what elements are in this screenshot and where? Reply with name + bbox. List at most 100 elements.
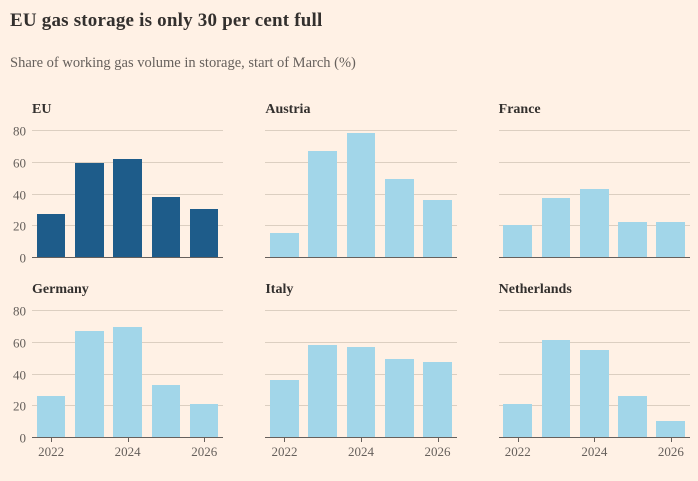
bar-italy-2026	[423, 362, 452, 437]
panel-title-france: France	[498, 102, 541, 117]
plot-france	[498, 125, 690, 258]
y-tick-label-0: 0	[19, 430, 27, 446]
panel-title-germany: Germany	[32, 282, 89, 297]
bar-france-2025	[618, 222, 647, 257]
bar-netherlands-2025	[618, 395, 647, 437]
y-tick-label-60: 60	[13, 155, 26, 171]
panel-body-eu: 0 20 40 60 80	[8, 123, 224, 265]
panel-eu: EU 0 20 40 60 80	[8, 102, 224, 265]
panels-grid: EU 0 20 40 60 80 Austria 020406080France 0204060…	[0, 102, 698, 460]
bar-netherlands-2026	[656, 421, 686, 437]
chart-title: EU gas storage is only 30 per cent full	[10, 10, 323, 31]
bar-netherlands-2023	[541, 340, 571, 437]
bars-germany	[32, 305, 223, 437]
bars-italy	[265, 305, 456, 437]
bar-austria-2023	[308, 150, 338, 257]
gridline-80	[265, 130, 457, 131]
bar-eu-2025	[151, 196, 181, 257]
plot-austria	[265, 125, 457, 258]
bar-italy-2024	[346, 346, 376, 437]
bar-netherlands-2022	[503, 403, 533, 437]
panel-title-eu: EU	[32, 102, 52, 117]
plot-netherlands	[498, 305, 690, 442]
y-tick-label-80: 80	[13, 303, 26, 319]
x-tick-2022	[284, 438, 286, 442]
bar-netherlands-2024	[579, 349, 609, 437]
x-tick-2024	[360, 438, 362, 442]
bars-netherlands	[499, 305, 690, 437]
panel-body-germany: 0 20 40 60 80	[8, 303, 224, 445]
bar-austria-2024	[346, 133, 376, 257]
x-axis-line-germany	[32, 437, 224, 438]
x-tick-label-2026: 2026	[424, 444, 451, 459]
bar-italy-2022	[270, 379, 299, 437]
bar-italy-2025	[384, 359, 414, 437]
panel-germany: Germany 0 20 40 60 80 2022 2024 2026	[8, 282, 224, 460]
bar-eu-2023	[75, 163, 104, 257]
x-axis-labels-italy: 2022 2024 2026	[265, 438, 456, 460]
bar-eu-2026	[189, 209, 219, 257]
panel-title-austria: Austria	[265, 102, 311, 117]
y-tick-label-20: 20	[13, 218, 26, 234]
plot-eu	[32, 125, 224, 258]
bar-eu-2024	[113, 158, 142, 257]
bars-austria	[265, 125, 456, 257]
x-tick-2024	[594, 438, 596, 442]
bars-eu	[32, 125, 223, 257]
bar-austria-2025	[384, 179, 414, 257]
gridline-80	[32, 310, 224, 311]
x-axis-line-eu	[32, 257, 224, 258]
bar-germany-2024	[113, 327, 142, 437]
panel-title-netherlands: Netherlands	[498, 282, 572, 297]
x-axis-line-italy	[265, 437, 457, 438]
x-tick-2026	[204, 438, 206, 442]
gridline-80	[498, 310, 690, 311]
bars-france	[499, 125, 690, 257]
x-tick-2024	[127, 438, 129, 442]
gridline-60	[498, 161, 690, 163]
x-tick-label-2026: 2026	[657, 444, 684, 459]
x-tick-2022	[517, 438, 519, 442]
y-tick-label-20: 20	[13, 398, 26, 414]
x-tick-label-2026: 2026	[191, 444, 218, 459]
gridline-80	[265, 310, 457, 311]
bar-france-2024	[579, 188, 609, 257]
bar-france-2026	[656, 222, 686, 257]
x-axis-labels-netherlands: 2022 2024 2026	[499, 438, 690, 460]
x-tick-label-2024: 2024	[114, 444, 141, 459]
x-tick-2026	[437, 438, 439, 442]
x-axis-line-netherlands	[498, 437, 690, 438]
gridline-60	[265, 341, 457, 343]
x-tick-label-2022: 2022	[504, 444, 531, 459]
x-axis-labels-germany: 2022 2024 2026	[32, 438, 223, 460]
bar-germany-2023	[75, 330, 104, 437]
x-tick-label-2022: 2022	[271, 444, 298, 459]
bar-germany-2022	[36, 395, 66, 437]
panel-title-italy: Italy	[265, 282, 294, 297]
bar-austria-2022	[270, 233, 299, 257]
x-tick-label-2024: 2024	[581, 444, 608, 459]
x-axis-line-france	[498, 257, 690, 258]
x-axis-line-austria	[265, 257, 457, 258]
bar-austria-2026	[423, 199, 452, 257]
y-tick-label-80: 80	[13, 123, 26, 139]
x-tick-2022	[51, 438, 53, 442]
bar-france-2022	[503, 225, 533, 257]
y-tick-label-40: 40	[13, 367, 26, 382]
plot-germany	[32, 305, 224, 442]
y-axis-eu: 0 20 40 60 80	[8, 123, 32, 265]
bar-eu-2022	[36, 214, 66, 257]
x-tick-2026	[670, 438, 672, 442]
y-axis-germany: 0 20 40 60 80	[8, 303, 32, 445]
x-tick-label-2024: 2024	[347, 444, 374, 459]
y-tick-label-60: 60	[13, 335, 26, 351]
